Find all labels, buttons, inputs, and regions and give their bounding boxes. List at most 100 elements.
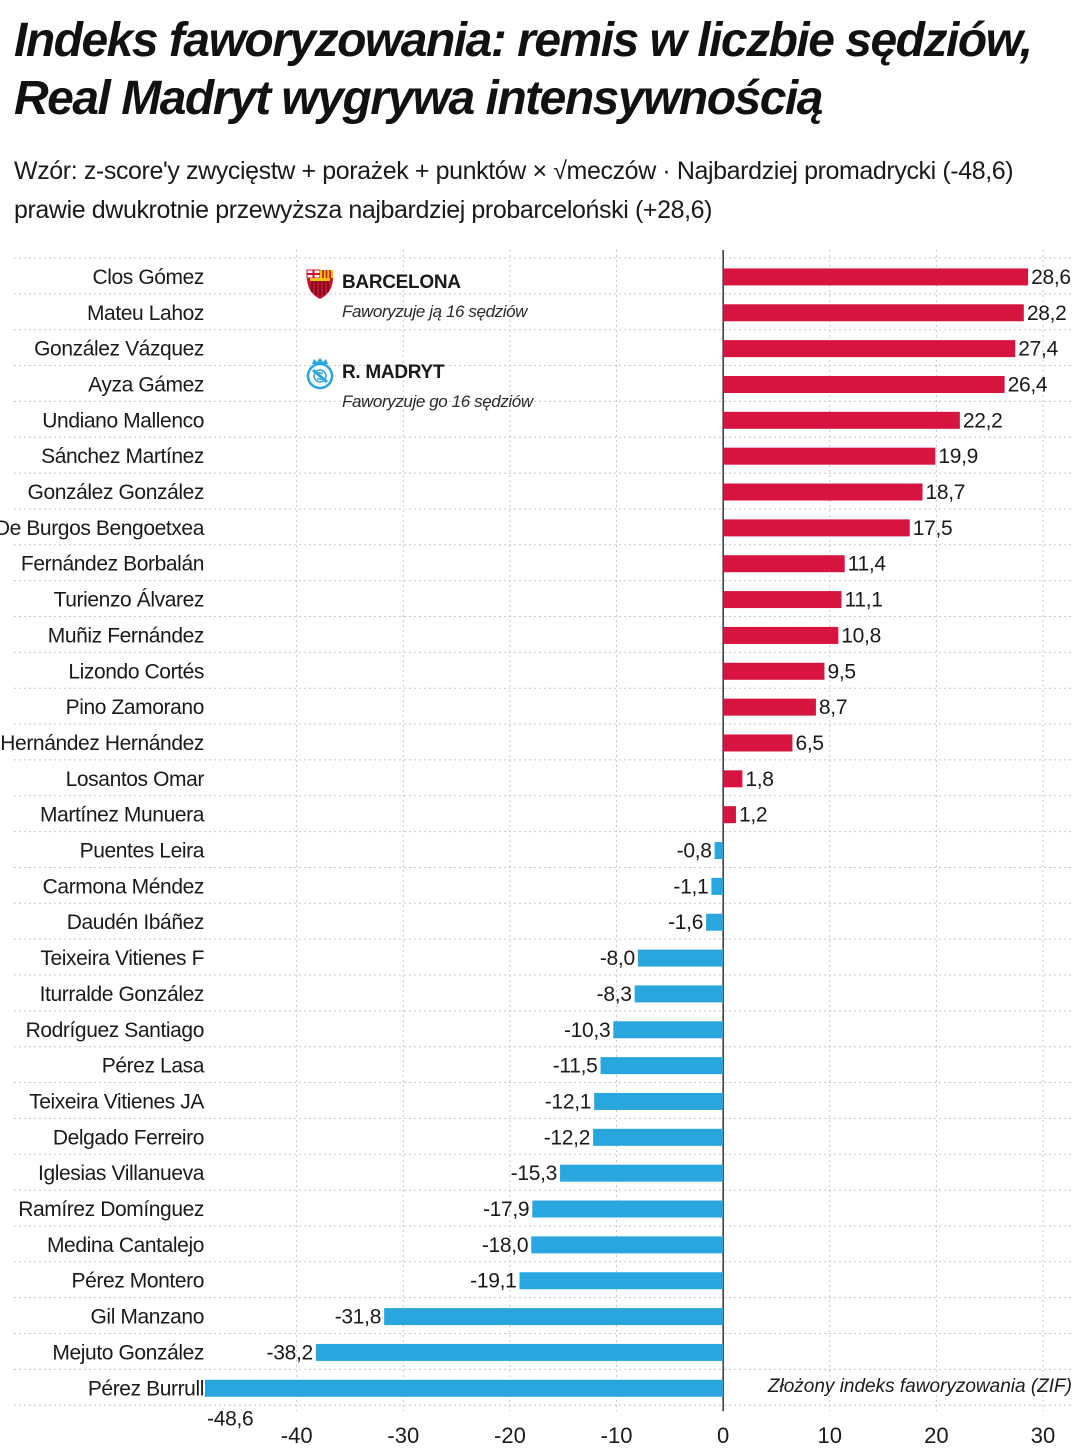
category-label: Gil Manzano [91,1306,205,1329]
category-label: Hernández Hernández [0,732,204,755]
real-madrid-crest-icon [306,358,334,390]
bar [531,1236,724,1254]
category-label: Martínez Munuera [40,804,205,827]
category-label: Puentes Leira [80,840,205,863]
legend-barcelona: BARCELONA Faworyzuje ją 16 sędziów [304,266,564,322]
bar [711,877,724,895]
value-label: 11,4 [848,553,887,576]
bar [723,626,839,644]
category-label: Pino Zamorano [66,696,204,719]
bar [532,1200,724,1218]
category-label: Delgado Ferreiro [53,1126,204,1149]
value-label: -1,1 [673,875,708,898]
bar [723,555,845,573]
category-label: Medina Cantalejo [47,1234,204,1257]
category-label: Pérez Lasa [102,1055,205,1078]
category-label: González Vázquez [34,338,204,361]
chart-title: Indeks faworyzowania: remis w liczbie sę… [14,14,1033,125]
category-label: Teixeira Vitienes JA [29,1090,204,1113]
bar [723,519,910,537]
bar [723,483,923,501]
value-label: -38,2 [267,1341,313,1364]
category-label: Pérez Montero [71,1270,204,1293]
legend-madrid: R. MADRYT Faworyzuje go 16 sędziów [304,356,564,412]
value-label: -12,1 [545,1090,591,1113]
bar [205,1379,724,1397]
bar [723,734,793,752]
value-label: 27,4 [1018,338,1058,361]
category-label: Pérez Burrull [88,1377,204,1400]
bar [723,447,936,465]
value-label: 9,5 [827,660,855,683]
category-label: Clos Gómez [92,266,204,289]
legend-barcelona-label: BARCELONA [342,272,461,293]
category-label: Fernández Borbalán [21,553,204,576]
value-label: -10,3 [564,1019,610,1042]
value-label: 11,1 [845,589,883,612]
label-layer: -40 -30 -20 -10 0 10 20 30 Clos Gómez 28,6 Mateu L… [0,266,1071,1448]
fc-barcelona-crest-icon [306,269,333,299]
category-label: Lizondo Cortés [68,660,204,683]
bar [634,985,724,1003]
bar [723,770,743,788]
bar-chart: -40 -30 -20 -10 0 10 20 30 Clos Gómez 28,6 Mateu L… [0,250,1072,1448]
legend-madrid-label: R. MADRYT [342,362,445,383]
category-label: Undiano Mallenco [42,409,204,432]
bar [723,340,1016,358]
bar [384,1308,724,1326]
category-label: Iturralde González [40,983,204,1006]
value-label: 17,5 [913,517,953,540]
grid-layer [14,250,1072,1412]
bar [714,842,724,860]
category-label: Mateu Lahoz [87,302,204,325]
value-label: -48,6 [207,1407,253,1430]
bar [594,1092,724,1110]
category-label: De Burgos Bengoetxea [0,517,205,540]
bar [560,1164,724,1182]
value-label: -18,0 [482,1234,528,1257]
value-label: 1,2 [739,804,767,827]
category-label: Sánchez Martínez [41,445,204,468]
bar [706,913,724,931]
bar [723,411,960,429]
bar [723,268,1029,286]
bar [315,1343,724,1361]
bar [723,806,736,824]
category-label: Rodríguez Santiago [26,1019,204,1042]
legend-barcelona-note: Faworyzuje ją 16 sędziów [342,302,528,321]
value-label: -17,9 [483,1198,529,1221]
value-label: 6,5 [795,732,823,755]
value-label: 19,9 [938,445,978,468]
bar [637,949,724,967]
chart-subtitle: Wzór: z-score'y zwycięstw + porażek + pu… [14,157,1014,224]
category-label: González González [28,481,204,504]
value-label: 8,7 [819,696,847,719]
bar-layer [205,268,1029,1397]
bar [593,1128,724,1146]
value-label: -11,5 [553,1055,598,1078]
bar [613,1021,724,1039]
category-label: Ayza Gámez [88,373,204,396]
value-label: -8,3 [597,983,632,1006]
bar [723,304,1024,322]
value-label: 18,7 [926,481,966,504]
value-label: -15,3 [511,1162,557,1185]
bar [723,375,1005,393]
category-label: Muñiz Fernández [48,624,204,647]
category-label: Ramírez Domínguez [18,1198,204,1221]
x-tick-label: -30 [387,1423,419,1448]
value-label: 28,6 [1031,266,1071,289]
value-label: -0,8 [677,840,712,863]
value-label: 28,2 [1027,302,1067,325]
category-label: Turienzo Álvarez [54,589,204,612]
x-tick-label: 0 [717,1423,729,1448]
x-tick-label: 30 [1031,1423,1055,1448]
category-label: Losantos Omar [66,768,205,791]
bar [600,1057,724,1075]
x-tick-label: -20 [494,1423,526,1448]
category-label: Mejuto González [52,1341,204,1364]
category-label: Iglesias Villanueva [38,1162,205,1185]
value-label: -1,6 [668,911,703,934]
category-label: Carmona Méndez [43,875,204,898]
category-label: Daudén Ibáñez [67,911,204,934]
